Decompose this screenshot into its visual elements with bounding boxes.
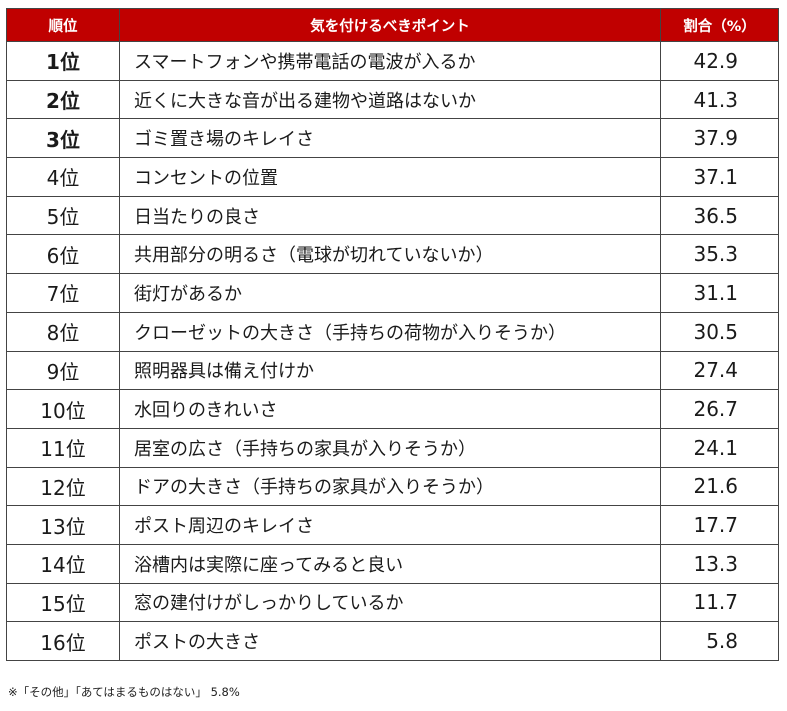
- rank-cell: 10位: [6, 389, 120, 429]
- rank-cell: 14位: [6, 543, 120, 584]
- table-row: 5位 日当たりの良さ 36.5: [6, 195, 779, 236]
- table-row: 10位 水回りのきれいさ 26.7: [6, 389, 779, 429]
- ratio-cell: 21.6: [660, 466, 779, 507]
- footnote: ※「その他」「あてはまるものはない」 5.8%: [8, 685, 240, 699]
- rank-cell: 11位: [6, 427, 120, 468]
- rank-cell: 8位: [6, 311, 120, 352]
- rank-cell: 13位: [6, 505, 120, 545]
- point-cell: ポスト周辺のキレイさ: [119, 505, 661, 545]
- point-cell: ゴミ置き場のキレイさ: [119, 118, 661, 159]
- point-cell: 日当たりの良さ: [119, 195, 661, 236]
- rank-cell: 6位: [6, 234, 120, 275]
- ratio-cell: 37.1: [660, 157, 779, 197]
- ratio-cell: 27.4: [660, 350, 779, 391]
- ratio-cell: 41.3: [660, 79, 779, 120]
- rank-cell: 9位: [6, 350, 120, 391]
- table-row: 6位 共用部分の明るさ（電球が切れていないか） 35.3: [6, 234, 779, 275]
- table-row: 2位 近くに大きな音が出る建物や道路はないか 41.3: [6, 79, 779, 120]
- point-cell: 共用部分の明るさ（電球が切れていないか）: [119, 234, 661, 275]
- table-row: 16位 ポストの大きさ 5.8: [6, 621, 779, 661]
- point-cell: ドアの大きさ（手持ちの家具が入りそうか）: [119, 466, 661, 507]
- point-cell: 街灯があるか: [119, 273, 661, 313]
- header-point: 気を付けるべきポイント: [119, 8, 661, 42]
- point-cell: クローゼットの大きさ（手持ちの荷物が入りそうか）: [119, 311, 661, 352]
- point-cell: 水回りのきれいさ: [119, 389, 661, 429]
- rank-cell: 5位: [6, 195, 120, 236]
- ratio-cell: 42.9: [660, 41, 779, 81]
- point-cell: コンセントの位置: [119, 157, 661, 197]
- header-rank: 順位: [6, 8, 120, 42]
- point-cell: 近くに大きな音が出る建物や道路はないか: [119, 79, 661, 120]
- ratio-cell: 37.9: [660, 118, 779, 159]
- ratio-cell: 30.5: [660, 311, 779, 352]
- table-row: 15位 窓の建付けがしっかりしているか 11.7: [6, 582, 779, 623]
- rank-cell: 15位: [6, 582, 120, 623]
- point-cell: スマートフォンや携帯電話の電波が入るか: [119, 41, 661, 81]
- table-row: 3位 ゴミ置き場のキレイさ 37.9: [6, 118, 779, 159]
- ratio-cell: 26.7: [660, 389, 779, 429]
- table-row: 8位 クローゼットの大きさ（手持ちの荷物が入りそうか） 30.5: [6, 311, 779, 352]
- point-cell: 浴槽内は実際に座ってみると良い: [119, 543, 661, 584]
- ratio-cell: 24.1: [660, 427, 779, 468]
- table-header-row: 順位 気を付けるべきポイント 割合（%）: [6, 8, 779, 42]
- rank-cell: 12位: [6, 466, 120, 507]
- table-row: 4位 コンセントの位置 37.1: [6, 157, 779, 197]
- ratio-cell: 35.3: [660, 234, 779, 275]
- ratio-cell: 17.7: [660, 505, 779, 545]
- table-row: 11位 居室の広さ（手持ちの家具が入りそうか） 24.1: [6, 427, 779, 468]
- ratio-cell: 31.1: [660, 273, 779, 313]
- rank-cell: 2位: [6, 79, 120, 120]
- point-cell: 居室の広さ（手持ちの家具が入りそうか）: [119, 427, 661, 468]
- point-cell: ポストの大きさ: [119, 621, 661, 661]
- header-ratio: 割合（%）: [660, 8, 779, 42]
- rank-cell: 7位: [6, 273, 120, 313]
- ranking-table: 順位 気を付けるべきポイント 割合（%） 1位 スマートフォンや携帯電話の電波が入…: [6, 8, 779, 661]
- rank-cell: 3位: [6, 118, 120, 159]
- table-row: 13位 ポスト周辺のキレイさ 17.7: [6, 505, 779, 545]
- table-row: 14位 浴槽内は実際に座ってみると良い 13.3: [6, 543, 779, 584]
- ratio-cell: 36.5: [660, 195, 779, 236]
- ratio-cell: 11.7: [660, 582, 779, 623]
- point-cell: 照明器具は備え付けか: [119, 350, 661, 391]
- ratio-cell: 13.3: [660, 543, 779, 584]
- rank-cell: 1位: [6, 41, 120, 81]
- table-row: 7位 街灯があるか 31.1: [6, 273, 779, 313]
- table-row: 9位 照明器具は備え付けか 27.4: [6, 350, 779, 391]
- rank-cell: 4位: [6, 157, 120, 197]
- table-row: 12位 ドアの大きさ（手持ちの家具が入りそうか） 21.6: [6, 466, 779, 507]
- table-row: 1位 スマートフォンや携帯電話の電波が入るか 42.9: [6, 41, 779, 81]
- rank-cell: 16位: [6, 621, 120, 661]
- ratio-cell: 5.8: [660, 621, 779, 661]
- point-cell: 窓の建付けがしっかりしているか: [119, 582, 661, 623]
